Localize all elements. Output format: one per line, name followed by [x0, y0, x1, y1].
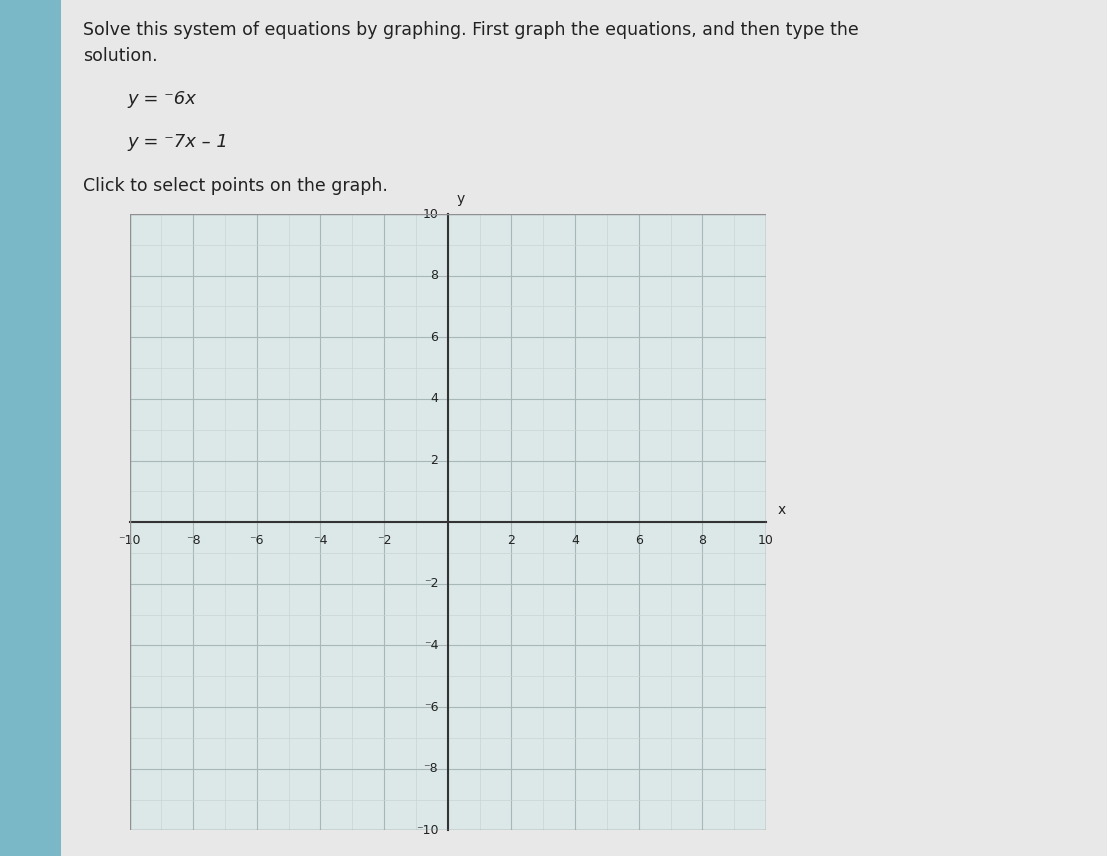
- Text: 2: 2: [507, 534, 516, 548]
- Text: ⁻4: ⁻4: [424, 639, 438, 652]
- Text: 4: 4: [431, 392, 438, 406]
- Text: ⁻6: ⁻6: [424, 700, 438, 714]
- Text: 6: 6: [431, 330, 438, 344]
- Text: ⁻2: ⁻2: [424, 577, 438, 591]
- Text: y = ⁻6x: y = ⁻6x: [127, 90, 196, 108]
- Text: Solve this system of equations by graphing. First graph the equations, and then : Solve this system of equations by graphi…: [83, 21, 859, 39]
- Text: 10: 10: [758, 534, 774, 548]
- Text: ⁻10: ⁻10: [118, 534, 141, 548]
- Text: x: x: [778, 502, 786, 517]
- Text: ⁻8: ⁻8: [186, 534, 200, 548]
- Text: ⁻6: ⁻6: [249, 534, 265, 548]
- Text: solution.: solution.: [83, 47, 157, 65]
- Text: 4: 4: [571, 534, 579, 548]
- Text: 6: 6: [634, 534, 643, 548]
- Text: ⁻10: ⁻10: [416, 823, 438, 837]
- Text: 8: 8: [431, 269, 438, 282]
- Text: ⁻2: ⁻2: [376, 534, 392, 548]
- Text: ⁻4: ⁻4: [313, 534, 328, 548]
- Text: 8: 8: [699, 534, 706, 548]
- Text: y: y: [456, 192, 465, 205]
- Text: ⁻8: ⁻8: [424, 762, 438, 776]
- Text: 10: 10: [423, 207, 438, 221]
- Text: 2: 2: [431, 454, 438, 467]
- Text: y = ⁻7x – 1: y = ⁻7x – 1: [127, 133, 228, 151]
- Text: Click to select points on the graph.: Click to select points on the graph.: [83, 177, 387, 195]
